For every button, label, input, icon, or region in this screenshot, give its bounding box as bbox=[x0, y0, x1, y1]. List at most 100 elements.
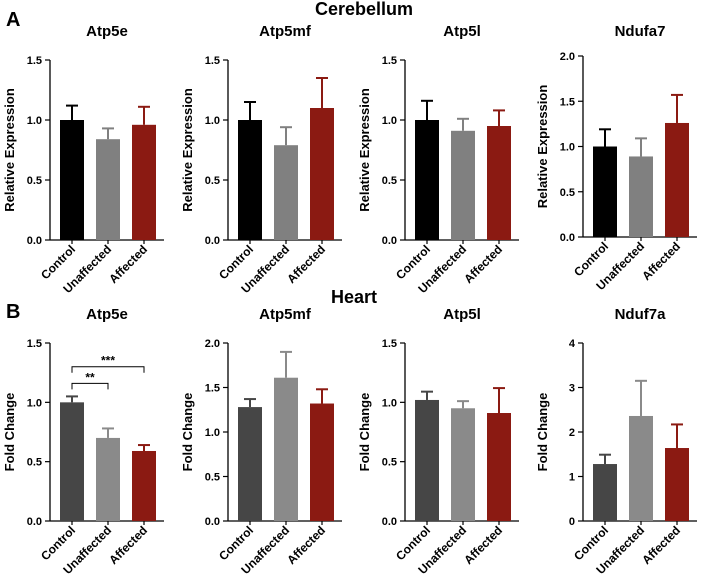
y-tick-label: 1.0 bbox=[560, 142, 575, 154]
bar-control bbox=[415, 399, 439, 521]
y-axis-label: Fold Change bbox=[2, 393, 17, 472]
x-tick-label: Affected bbox=[461, 242, 505, 286]
significance-label: ** bbox=[85, 370, 95, 384]
y-axis-label: Relative Expression bbox=[2, 88, 17, 212]
y-tick-label: 0.5 bbox=[382, 175, 397, 187]
y-axis-label: Relative Expression bbox=[180, 88, 195, 212]
y-tick-label: 1.5 bbox=[382, 338, 397, 350]
y-tick-label: 0.5 bbox=[560, 187, 575, 199]
bar-affected bbox=[132, 124, 156, 240]
bar-affected bbox=[132, 450, 156, 521]
y-axis-label: Fold Change bbox=[180, 393, 195, 472]
y-tick-label: 0.0 bbox=[205, 235, 220, 247]
y-tick-label: 1.0 bbox=[205, 115, 220, 127]
bar-control bbox=[593, 146, 617, 237]
y-tick-label: 0.0 bbox=[382, 516, 397, 528]
chart-title: Atp5l bbox=[443, 306, 481, 323]
bar-unaffected bbox=[274, 145, 298, 240]
y-tick-label: 4 bbox=[569, 338, 576, 350]
y-tick-label: 0.5 bbox=[27, 457, 42, 469]
y-axis-label: Fold Change bbox=[535, 393, 550, 472]
bar-control bbox=[593, 464, 617, 521]
y-tick-label: 0.5 bbox=[205, 472, 220, 484]
y-tick-label: 1 bbox=[569, 472, 575, 484]
bar-control bbox=[60, 120, 84, 240]
y-tick-label: 0.0 bbox=[205, 516, 220, 528]
chart-title: Atp5e bbox=[86, 23, 128, 40]
bar-affected bbox=[665, 122, 689, 237]
x-tick-label: Affected bbox=[284, 242, 328, 286]
y-tick-label: 0.0 bbox=[27, 235, 42, 247]
x-tick-label: Affected bbox=[106, 523, 150, 567]
y-tick-label: 0.0 bbox=[560, 232, 575, 244]
bar-affected bbox=[310, 403, 334, 521]
bar-control bbox=[238, 407, 262, 521]
y-tick-label: 1.0 bbox=[27, 397, 42, 409]
y-tick-label: 1.5 bbox=[382, 55, 397, 67]
bar-unaffected bbox=[96, 139, 120, 240]
y-tick-label: 1.0 bbox=[205, 427, 220, 439]
bar-control bbox=[60, 402, 84, 521]
section-title-cerebellum: Cerebellum bbox=[315, 0, 413, 19]
bar-affected bbox=[487, 126, 511, 240]
bar-unaffected bbox=[629, 415, 653, 521]
y-tick-label: 3 bbox=[569, 383, 575, 395]
y-tick-label: 0 bbox=[569, 516, 575, 528]
bar-unaffected bbox=[274, 377, 298, 521]
x-tick-label: Affected bbox=[461, 523, 505, 567]
y-tick-label: 0.0 bbox=[27, 516, 42, 528]
y-tick-label: 1.0 bbox=[27, 115, 42, 127]
y-tick-label: 2.0 bbox=[560, 51, 575, 63]
bar-affected bbox=[487, 413, 511, 521]
y-tick-label: 0.5 bbox=[205, 175, 220, 187]
y-tick-label: 1.5 bbox=[27, 55, 42, 67]
significance-bracket bbox=[71, 366, 145, 373]
y-tick-label: 0.0 bbox=[382, 235, 397, 247]
bar-unaffected bbox=[451, 130, 475, 240]
y-tick-label: 1.5 bbox=[205, 55, 220, 67]
chart-cerebellum-ndufa7: Ndufa7 Relative Expression 0.0 0.5 1.0 1.5 2.0… bbox=[535, 23, 697, 293]
bar-control bbox=[238, 120, 262, 240]
y-tick-label: 0.5 bbox=[382, 457, 397, 469]
y-axis-label: Relative Expression bbox=[535, 85, 550, 209]
x-tick-label: Affected bbox=[284, 523, 328, 567]
chart-title: Atp5l bbox=[443, 23, 481, 40]
y-tick-label: 2.0 bbox=[205, 338, 220, 350]
y-tick-label: 1.5 bbox=[27, 338, 42, 350]
chart-title: Ndufa7 bbox=[615, 23, 666, 40]
bar-control bbox=[415, 120, 439, 240]
section-title-heart: Heart bbox=[331, 287, 377, 307]
chart-title: Atp5mf bbox=[259, 306, 312, 323]
y-axis-label: Fold Change bbox=[357, 393, 372, 472]
y-tick-label: 1.0 bbox=[382, 397, 397, 409]
chart-title: Nduf7a bbox=[615, 306, 666, 323]
y-tick-label: 1.5 bbox=[560, 96, 575, 108]
y-axis-label: Relative Expression bbox=[357, 88, 372, 212]
y-tick-label: 2 bbox=[569, 427, 575, 439]
chart-title: Atp5e bbox=[86, 306, 128, 323]
x-tick-label: Affected bbox=[639, 239, 683, 283]
y-tick-label: 1.5 bbox=[205, 383, 220, 395]
bar-unaffected bbox=[451, 408, 475, 521]
chart-title: Atp5mf bbox=[259, 23, 312, 40]
significance-label: *** bbox=[101, 354, 115, 368]
bar-unaffected bbox=[629, 156, 653, 237]
bar-affected bbox=[310, 108, 334, 240]
panel-letter-a: A bbox=[6, 9, 20, 31]
x-tick-label: Affected bbox=[639, 523, 683, 567]
bar-unaffected bbox=[96, 437, 120, 521]
significance-bracket bbox=[71, 382, 109, 390]
y-tick-label: 0.5 bbox=[27, 175, 42, 187]
panel-letter-b: B bbox=[6, 301, 20, 323]
y-tick-label: 1.0 bbox=[382, 115, 397, 127]
x-tick-label: Affected bbox=[106, 242, 150, 286]
bar-affected bbox=[665, 448, 689, 521]
